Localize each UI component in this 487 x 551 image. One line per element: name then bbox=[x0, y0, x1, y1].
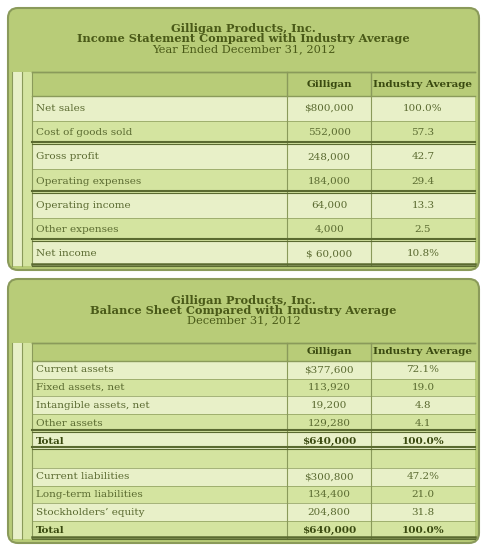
Text: 129,280: 129,280 bbox=[308, 419, 351, 428]
Text: $640,000: $640,000 bbox=[302, 526, 356, 534]
Text: 113,920: 113,920 bbox=[308, 383, 351, 392]
Bar bbox=[22, 72, 32, 266]
Bar bbox=[32, 361, 475, 379]
Bar bbox=[32, 450, 475, 468]
Text: Total: Total bbox=[36, 526, 65, 534]
Text: Year Ended December 31, 2012: Year Ended December 31, 2012 bbox=[152, 44, 335, 54]
Bar bbox=[32, 145, 475, 169]
Bar bbox=[32, 397, 475, 414]
Text: $ 60,000: $ 60,000 bbox=[306, 250, 352, 258]
Text: 47.2%: 47.2% bbox=[407, 472, 439, 481]
Bar bbox=[32, 468, 475, 485]
Bar bbox=[32, 485, 475, 504]
Text: Long-term liabilities: Long-term liabilities bbox=[36, 490, 143, 499]
Text: Industry Average: Industry Average bbox=[374, 348, 472, 356]
Text: Other expenses: Other expenses bbox=[36, 225, 118, 234]
Text: 2.5: 2.5 bbox=[414, 225, 431, 234]
Bar bbox=[32, 379, 475, 397]
Bar bbox=[32, 169, 475, 193]
Text: 4.1: 4.1 bbox=[414, 419, 431, 428]
Text: 57.3: 57.3 bbox=[412, 128, 434, 137]
Text: 4.8: 4.8 bbox=[414, 401, 431, 410]
Text: 100.0%: 100.0% bbox=[402, 436, 444, 446]
Text: Cost of goods sold: Cost of goods sold bbox=[36, 128, 132, 137]
Text: 4,000: 4,000 bbox=[314, 225, 344, 234]
Bar bbox=[32, 504, 475, 521]
Text: 248,000: 248,000 bbox=[308, 153, 351, 161]
Text: December 31, 2012: December 31, 2012 bbox=[187, 315, 300, 325]
FancyBboxPatch shape bbox=[8, 279, 479, 543]
Text: Balance Sheet Compared with Industry Average: Balance Sheet Compared with Industry Ave… bbox=[90, 305, 397, 316]
Text: Operating expenses: Operating expenses bbox=[36, 177, 141, 186]
Bar bbox=[12, 72, 22, 266]
Text: 184,000: 184,000 bbox=[308, 177, 351, 186]
Text: $800,000: $800,000 bbox=[304, 104, 354, 113]
Text: 21.0: 21.0 bbox=[412, 490, 434, 499]
Text: 19.0: 19.0 bbox=[412, 383, 434, 392]
Text: Current assets: Current assets bbox=[36, 365, 113, 374]
Bar bbox=[32, 96, 475, 121]
Bar bbox=[32, 193, 475, 218]
Text: Stockholders’ equity: Stockholders’ equity bbox=[36, 508, 145, 517]
Text: 552,000: 552,000 bbox=[308, 128, 351, 137]
Text: Fixed assets, net: Fixed assets, net bbox=[36, 383, 125, 392]
Text: 204,800: 204,800 bbox=[308, 508, 351, 517]
Text: 72.1%: 72.1% bbox=[407, 365, 439, 374]
Text: 134,400: 134,400 bbox=[308, 490, 351, 499]
Text: Net sales: Net sales bbox=[36, 104, 85, 113]
Text: 42.7: 42.7 bbox=[412, 153, 434, 161]
Bar bbox=[32, 218, 475, 242]
Text: $300,800: $300,800 bbox=[304, 472, 354, 481]
Text: 100.0%: 100.0% bbox=[403, 104, 443, 113]
Text: Gross profit: Gross profit bbox=[36, 153, 99, 161]
Text: 64,000: 64,000 bbox=[311, 201, 347, 210]
Text: $377,600: $377,600 bbox=[304, 365, 354, 374]
Text: 100.0%: 100.0% bbox=[402, 526, 444, 534]
Text: Income Statement Compared with Industry Average: Income Statement Compared with Industry … bbox=[77, 34, 410, 45]
Text: Industry Average: Industry Average bbox=[374, 80, 472, 89]
Bar bbox=[12, 343, 22, 539]
Text: Current liabilities: Current liabilities bbox=[36, 472, 130, 481]
Text: Operating income: Operating income bbox=[36, 201, 131, 210]
Text: 13.3: 13.3 bbox=[412, 201, 434, 210]
Bar bbox=[32, 121, 475, 145]
Text: Intangible assets, net: Intangible assets, net bbox=[36, 401, 150, 410]
Text: Gilligan: Gilligan bbox=[306, 80, 352, 89]
Bar bbox=[32, 72, 475, 96]
Text: Total: Total bbox=[36, 436, 65, 446]
Bar bbox=[32, 432, 475, 450]
Bar bbox=[32, 414, 475, 432]
FancyBboxPatch shape bbox=[8, 8, 479, 270]
Text: 10.8%: 10.8% bbox=[407, 250, 439, 258]
Bar bbox=[22, 343, 32, 539]
Text: Gilligan Products, Inc.: Gilligan Products, Inc. bbox=[171, 24, 316, 35]
Text: Gilligan Products, Inc.: Gilligan Products, Inc. bbox=[171, 294, 316, 305]
Text: Other assets: Other assets bbox=[36, 419, 103, 428]
Bar bbox=[32, 343, 475, 361]
Text: $640,000: $640,000 bbox=[302, 436, 356, 446]
Bar bbox=[32, 521, 475, 539]
Text: Gilligan: Gilligan bbox=[306, 348, 352, 356]
Text: 19,200: 19,200 bbox=[311, 401, 347, 410]
Bar bbox=[32, 242, 475, 266]
Text: 29.4: 29.4 bbox=[412, 177, 434, 186]
Text: 31.8: 31.8 bbox=[412, 508, 434, 517]
Text: Net income: Net income bbox=[36, 250, 96, 258]
